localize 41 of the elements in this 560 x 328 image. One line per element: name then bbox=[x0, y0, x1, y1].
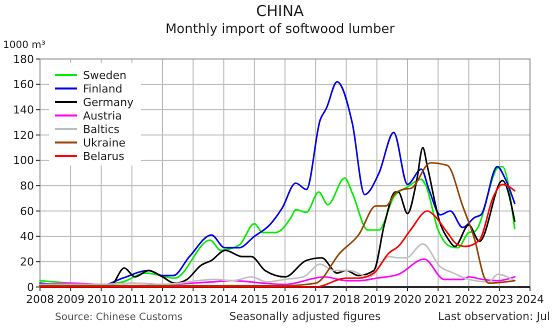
x-tick-label: 2024 bbox=[516, 293, 544, 306]
y-tick-label: 80 bbox=[20, 180, 34, 193]
legend-label: Austria bbox=[83, 109, 122, 122]
legend-label: Ukraine bbox=[83, 136, 126, 150]
text: Seasonally adjusted figures bbox=[229, 310, 382, 323]
legend-label: Finland bbox=[83, 82, 122, 96]
y-tick-label: 120 bbox=[13, 128, 34, 142]
x-tick-label: 2021 bbox=[424, 293, 452, 306]
y-tick-label: 60 bbox=[20, 204, 34, 218]
x-tick-label: 2009 bbox=[56, 293, 85, 306]
x-tick-label: 2012 bbox=[148, 293, 176, 306]
x-tick-label: 2017 bbox=[302, 293, 330, 306]
x-tick-label: 2018 bbox=[332, 293, 360, 306]
y-tick-label: 40 bbox=[20, 230, 34, 244]
y-tick-label: 140 bbox=[13, 104, 34, 117]
x-tick-label: 2013 bbox=[179, 293, 208, 306]
y-tick-label: 0 bbox=[27, 280, 34, 294]
line-series bbox=[39, 184, 516, 288]
x-tick-label: 2010 bbox=[87, 293, 116, 306]
x-tick-label: 2023 bbox=[485, 293, 514, 306]
x-tick-label: 2019 bbox=[362, 293, 391, 306]
text: Last observation: Jul bbox=[438, 310, 550, 323]
legend-label: Baltics bbox=[83, 122, 120, 136]
y-axis-title: 1000 m³ bbox=[3, 40, 46, 51]
chart-subtitle: Monthly import of softwood lumber bbox=[165, 22, 396, 37]
x-tick-label: 2016 bbox=[271, 293, 299, 306]
y-tick-label: 100 bbox=[13, 154, 34, 168]
x-tick-label: 2014 bbox=[210, 293, 238, 306]
x-tick-label: 2011 bbox=[118, 293, 146, 306]
source-note: Source: Chinese Customs bbox=[55, 312, 183, 323]
legend-label: Sweden bbox=[83, 68, 126, 82]
y-tick-label: 180 bbox=[13, 52, 34, 66]
y-tick-label: 20 bbox=[20, 256, 34, 269]
x-tick-label: 2015 bbox=[240, 293, 268, 306]
x-tick-label: 2022 bbox=[454, 293, 483, 306]
chart-title: CHINA bbox=[256, 2, 305, 20]
x-tick-label: 2008 bbox=[26, 293, 54, 306]
x-tick-label: 2020 bbox=[394, 293, 422, 306]
y-tick-label: 160 bbox=[13, 78, 34, 92]
legend-label: Belarus bbox=[83, 150, 125, 163]
legend-label: Germany bbox=[83, 96, 134, 109]
